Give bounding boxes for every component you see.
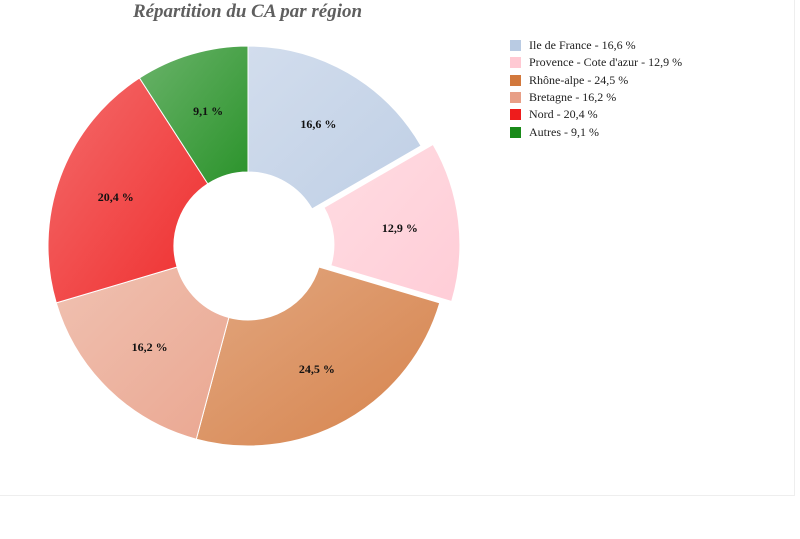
chart-legend: Ile de France - 16,6 % Provence - Cote d'… <box>510 37 682 141</box>
pie-slice-5 <box>47 77 209 304</box>
legend-swatch-2 <box>510 57 521 69</box>
legend-item-4: Bretagne - 16,2 % <box>510 89 682 106</box>
legend-label-1: Ile de France - 16,6 % <box>529 38 636 53</box>
slice-label-2: 12,9 % <box>382 221 418 235</box>
legend-label-2: Provence - Cote d'azur - 12,9 % <box>529 55 683 70</box>
pie-slice-2 <box>323 143 461 303</box>
legend-label-5: Nord - 20,4 % <box>529 107 598 122</box>
pie-slice-3 <box>195 266 441 447</box>
legend-label-4: Bretagne - 16,2 % <box>529 90 617 105</box>
slice-label-4: 16,2 % <box>132 340 168 354</box>
slice-label-6: 9,1 % <box>193 104 223 118</box>
pie-slice-1 <box>247 45 422 210</box>
legend-swatch-4 <box>510 92 521 104</box>
legend-label-3: Rhône-alpe - 24,5 % <box>529 72 629 87</box>
pie-slice-6 <box>138 45 249 185</box>
legend-swatch-1 <box>510 40 521 52</box>
legend-swatch-5 <box>510 109 521 121</box>
chart-title: Répartition du CA par région <box>132 1 363 22</box>
legend-item-3: Rhône-alpe - 24,5 % <box>510 72 682 89</box>
chart-frame <box>0 0 795 496</box>
legend-item-1: Ile de France - 16,6 % <box>510 37 682 54</box>
slice-label-3: 24,5 % <box>299 362 335 376</box>
legend-swatch-6 <box>510 126 521 138</box>
pie-slice-4 <box>55 266 230 440</box>
legend-swatch-3 <box>510 74 521 86</box>
slice-label-5: 20,4 % <box>98 190 134 204</box>
legend-item-2: Provence - Cote d'azur - 12,9 % <box>510 54 682 71</box>
legend-item-5: Nord - 20,4 % <box>510 106 682 123</box>
legend-label-6: Autres - 9,1 % <box>529 124 599 139</box>
slice-label-1: 16,6 % <box>300 117 336 131</box>
legend-item-6: Autres - 9,1 % <box>510 123 682 140</box>
